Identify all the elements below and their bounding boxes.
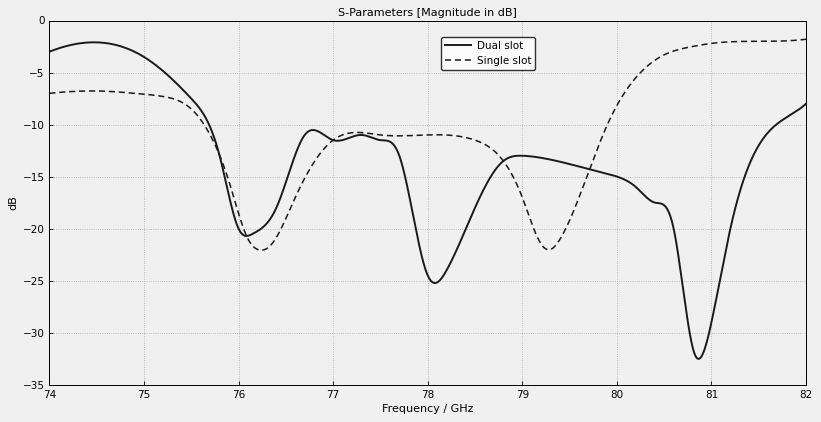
Single slot <box>131 91 140 96</box>
X-axis label: Frequency / GHz: Frequency / GHz <box>382 404 474 414</box>
Dual slot <box>89 40 99 45</box>
Single slot <box>256 248 266 253</box>
Single slot <box>368 131 378 136</box>
Single slot <box>787 38 796 43</box>
Y-axis label: dB: dB <box>8 195 18 210</box>
Single slot <box>44 91 54 96</box>
Dual slot <box>368 135 378 141</box>
Single slot <box>705 41 715 46</box>
Dual slot <box>694 356 704 361</box>
Dual slot <box>131 50 141 55</box>
Dual slot <box>787 112 796 117</box>
Single slot <box>335 133 345 138</box>
Line: Single slot: Single slot <box>49 39 806 250</box>
Dual slot <box>335 138 345 143</box>
Dual slot <box>176 85 186 90</box>
Dual slot <box>801 101 811 106</box>
Single slot <box>801 37 811 42</box>
Title: S-Parameters [Magnitude in dB]: S-Parameters [Magnitude in dB] <box>338 8 517 18</box>
Legend: Dual slot, Single slot: Dual slot, Single slot <box>441 37 535 70</box>
Line: Dual slot: Dual slot <box>49 42 806 359</box>
Single slot <box>176 99 186 104</box>
Dual slot <box>44 49 54 54</box>
Dual slot <box>705 325 715 330</box>
